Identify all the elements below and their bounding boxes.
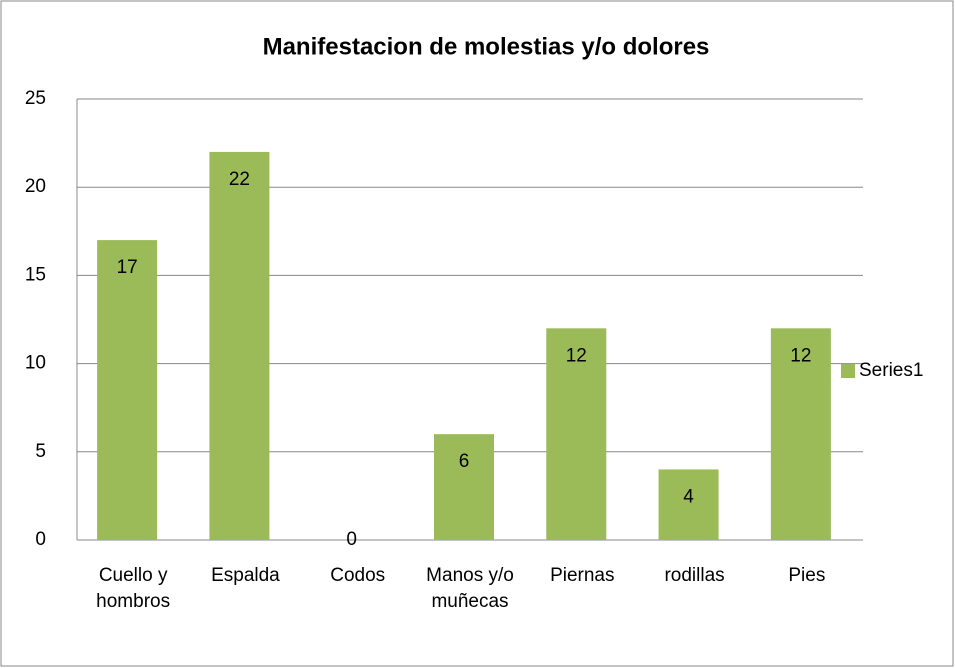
legend-swatch [841, 364, 855, 378]
y-tick-label: 20 [25, 176, 46, 197]
y-tick-label: 5 [35, 441, 46, 462]
bar [97, 240, 158, 540]
x-tick-label: rodillas [664, 565, 725, 586]
y-tick-label: 10 [25, 353, 46, 374]
bar [209, 151, 270, 541]
x-tick-label: Piernas [550, 565, 615, 586]
chart-title: Manifestacion de molestias y/o dolores [263, 33, 710, 60]
x-tick-label: Espalda [211, 565, 280, 586]
legend-label: Series1 [859, 360, 923, 381]
bar [658, 469, 719, 540]
x-tick-label: Codos [330, 565, 386, 586]
data-label: 22 [229, 169, 250, 190]
data-label: 17 [117, 257, 138, 278]
bar [546, 328, 607, 540]
data-label: 4 [683, 486, 694, 507]
x-tick-label: Pies [788, 565, 826, 586]
data-label: 0 [346, 529, 357, 550]
data-label: 12 [566, 345, 587, 366]
bar [770, 328, 831, 540]
data-label: 12 [790, 345, 811, 366]
y-tick-label: 0 [35, 529, 46, 550]
x-tick-label: Cuello y hombros [96, 565, 171, 612]
bar [434, 434, 494, 540]
x-tick-label: Manos y/o muñecas [426, 565, 514, 612]
data-label: 6 [459, 451, 470, 472]
y-tick-label: 25 [25, 88, 46, 109]
y-tick-label: 15 [25, 264, 46, 285]
